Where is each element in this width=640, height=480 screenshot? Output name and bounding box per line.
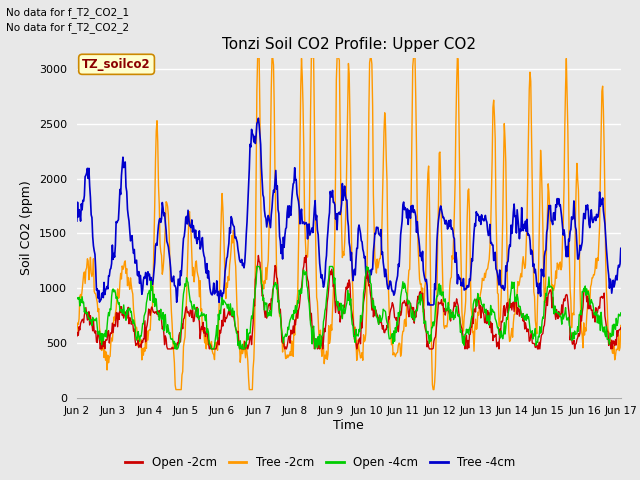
Tree -4cm <box>139 287 147 293</box>
Tree -4cm <box>617 245 625 251</box>
Open -2cm <box>140 336 147 342</box>
Tree -2cm <box>254 55 262 60</box>
Tree -2cm <box>83 265 90 271</box>
Open -2cm <box>617 325 625 331</box>
Tree -2cm <box>172 387 180 393</box>
Open -4cm <box>139 321 147 326</box>
Text: No data for f_T2_CO2_2: No data for f_T2_CO2_2 <box>6 22 129 33</box>
X-axis label: Time: Time <box>333 419 364 432</box>
Y-axis label: Soil CO2 (ppm): Soil CO2 (ppm) <box>20 180 33 276</box>
Tree -4cm <box>255 115 262 121</box>
Open -4cm <box>223 305 231 311</box>
Open -2cm <box>83 312 90 317</box>
Open -4cm <box>417 302 424 308</box>
Tree -2cm <box>139 346 147 351</box>
Line: Open -2cm: Open -2cm <box>77 255 621 349</box>
Text: No data for f_T2_CO2_1: No data for f_T2_CO2_1 <box>6 7 129 18</box>
Open -2cm <box>433 327 440 333</box>
Line: Tree -4cm: Tree -4cm <box>77 118 621 305</box>
Tree -2cm <box>417 281 424 287</box>
Title: Tonzi Soil CO2 Profile: Upper CO2: Tonzi Soil CO2 Profile: Upper CO2 <box>222 37 476 52</box>
Line: Open -4cm: Open -4cm <box>77 266 621 349</box>
Legend: Open -2cm, Tree -2cm, Open -4cm, Tree -4cm: Open -2cm, Tree -2cm, Open -4cm, Tree -4… <box>120 452 520 474</box>
Open -2cm <box>417 288 424 294</box>
Tree -4cm <box>416 243 424 249</box>
Open -2cm <box>255 252 262 258</box>
Open -2cm <box>195 314 202 320</box>
Open -2cm <box>223 313 231 319</box>
Open -4cm <box>172 346 179 352</box>
Open -4cm <box>617 310 625 316</box>
Tree -4cm <box>433 263 440 269</box>
Tree -2cm <box>617 323 625 328</box>
Open -4cm <box>83 310 90 316</box>
Open -2cm <box>97 346 104 352</box>
Tree -4cm <box>424 302 432 308</box>
Open -4cm <box>195 317 202 323</box>
Tree -2cm <box>73 330 81 336</box>
Tree -4cm <box>73 218 81 224</box>
Tree -2cm <box>223 285 231 290</box>
Open -4cm <box>433 297 440 302</box>
Open -4cm <box>253 264 260 269</box>
Tree -2cm <box>195 275 202 281</box>
Line: Tree -2cm: Tree -2cm <box>77 58 621 390</box>
Tree -4cm <box>83 170 90 176</box>
Open -2cm <box>73 334 81 339</box>
Tree -2cm <box>433 327 440 333</box>
Tree -4cm <box>194 235 202 240</box>
Text: TZ_soilco2: TZ_soilco2 <box>82 58 151 71</box>
Open -4cm <box>73 296 81 302</box>
Tree -4cm <box>223 255 230 261</box>
